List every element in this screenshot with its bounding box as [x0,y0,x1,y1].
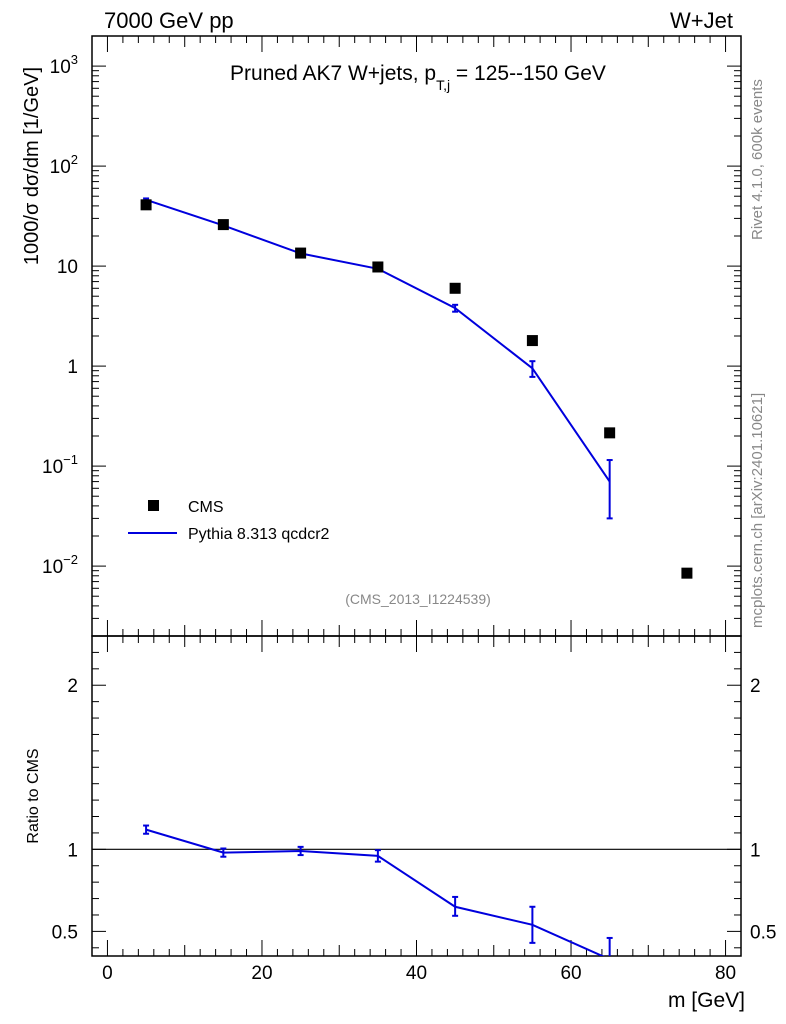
main-y-tick-label: 10 [57,257,78,278]
ratio-y-tick-label: 1 [67,840,78,861]
chart-title-suffix: = 125--150 GeV [450,62,606,85]
analysis-watermark: (CMS_2013_I1224539) [345,591,491,607]
main-y-axis-label: 1000/σ dσ/dm [1/GeV] [21,67,43,265]
chart-title: Pruned AK7 W+jets, pT,j = 125--150 GeV [230,62,606,93]
main-y-tick-exponent: 2 [71,152,78,167]
main-y-tick-base: 10 [50,157,71,178]
cms-data-point [295,247,307,259]
mc-error-bars [143,197,613,520]
chart-title-main: Pruned AK7 W+jets, p [230,62,436,85]
ratio-y-axis: 0.5 0.5 1 1 2 2 [52,651,776,949]
x-tick-label: 60 [560,963,581,984]
ratio-y-tick-label: 0.5 [52,922,78,943]
ratio-series-line [145,828,605,956]
cms-data-point [140,199,152,211]
x-axis-label: m [GeV] [668,989,745,1012]
x-tick-label: 0 [102,963,113,984]
main-y-tick-base: 10 [57,257,78,278]
x-tick-label: 40 [406,963,427,984]
main-y-tick-exponent: −2 [63,552,78,567]
main-y-tick-exponent: 3 [71,52,78,67]
cms-data-point [449,282,461,294]
ratio-panel: 0.5 0.5 1 1 2 2 0 20 40 60 80 Ratio to CMS m [GeV… [25,635,776,1012]
legend-mc-label: Pythia 8.313 qcdcr2 [188,526,330,543]
main-y-tick-label: 10−2 [42,552,78,578]
chart-title-subscript: T,j [436,77,450,93]
main-y-tick-label: 1 [67,357,78,378]
cms-data-point [604,427,616,439]
ratio-y-axis-label: Ratio to CMS [25,748,42,843]
cms-data-markers [140,199,693,579]
cms-data-point [526,335,538,347]
main-y-tick-exponent: −1 [63,452,78,467]
main-y-tick-base: 10 [42,457,63,478]
legend: CMS Pythia 8.313 qcdcr2 [128,499,330,543]
main-x-axis-ticks [106,36,727,636]
mc-series-line [145,198,611,483]
main-y-tick-label: 102 [50,152,78,178]
x-tick-label: 80 [715,963,736,984]
ratio-error-bars [143,824,613,956]
main-y-tick-label: 103 [50,52,78,78]
x-tick-label: 20 [251,963,272,984]
header-energy-label: 7000 GeV pp [104,8,234,33]
ratio-y-tick-label-right: 2 [750,676,761,697]
legend-cms-marker [148,500,159,511]
ratio-y-tick-label-right: 1 [750,840,761,861]
cms-data-point [372,261,384,273]
main-y-tick-base: 1 [67,357,78,378]
main-y-tick-label: 10−1 [42,452,78,478]
ratio-y-tick-label-right: 0.5 [750,922,776,943]
cms-data-point [217,219,229,231]
ratio-x-axis: 0 20 40 60 80 [102,636,736,984]
main-plot-frame [91,35,742,637]
mcplots-source-label: mcplots.cern.ch [arXiv:2401.10621] [749,393,766,628]
ratio-plot-frame [91,635,742,957]
main-y-tick-base: 10 [50,57,71,78]
header-process-label: W+Jet [670,8,733,33]
legend-cms-label: CMS [188,499,224,516]
main-y-tick-base: 10 [42,557,63,578]
rivet-version-label: Rivet 4.1.0, 600k events [749,79,766,240]
cms-data-point [681,567,693,579]
ratio-y-tick-label: 2 [67,676,78,697]
